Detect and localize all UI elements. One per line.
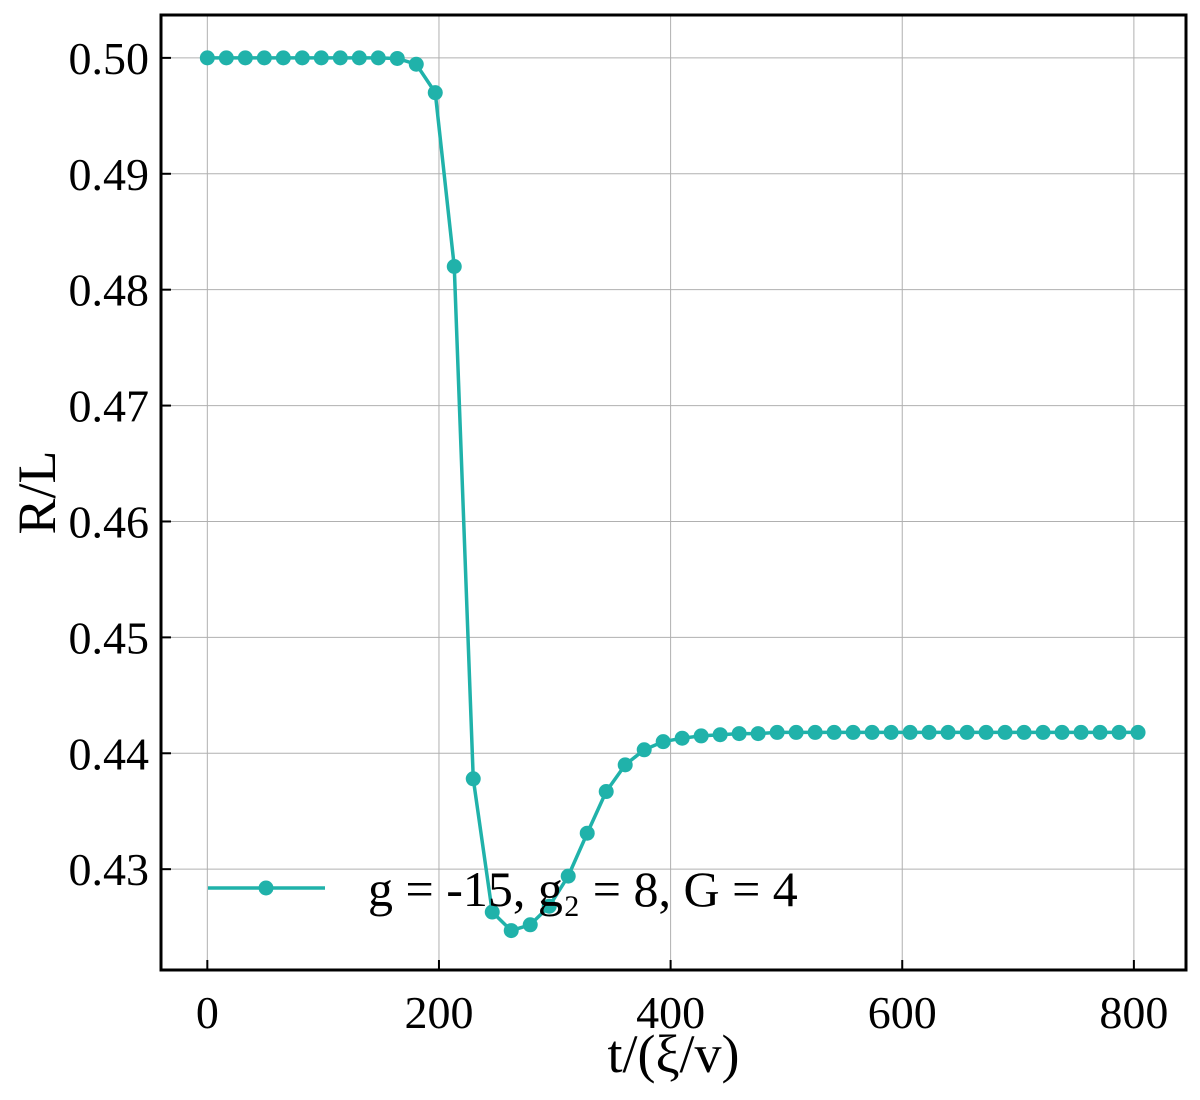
legend-marker	[258, 880, 274, 896]
data-point	[598, 784, 614, 800]
y-tick-label: 0.50	[69, 33, 150, 84]
grid	[161, 15, 1186, 970]
y-tick-label: 0.44	[69, 728, 150, 779]
data-point	[408, 56, 424, 72]
data-point	[940, 724, 956, 740]
data-point	[1092, 724, 1108, 740]
data-point	[256, 50, 272, 66]
data-point	[807, 724, 823, 740]
x-axis-title: t/(ξ/v)	[607, 1024, 739, 1084]
x-tick-label: 0	[196, 987, 219, 1038]
data-point	[1054, 724, 1070, 740]
data-point	[275, 50, 291, 66]
data-point	[769, 724, 785, 740]
data-point	[370, 50, 386, 66]
data-point	[959, 724, 975, 740]
data-point	[883, 724, 899, 740]
data-point	[446, 258, 462, 274]
plot-frame	[159, 13, 1188, 972]
data-point	[503, 923, 519, 939]
data-point	[1111, 724, 1127, 740]
y-tick-label: 0.47	[69, 381, 150, 432]
data-point	[750, 726, 766, 742]
data-point	[332, 50, 348, 66]
x-tick-label: 400	[636, 987, 705, 1038]
data-point	[579, 825, 595, 841]
legend: g = -15, g₂ = 8, G = 4	[208, 861, 798, 917]
data-point	[541, 898, 557, 914]
data-point	[294, 50, 310, 66]
data-point	[617, 757, 633, 773]
data-point	[560, 868, 576, 884]
legend-label: g = -15, g₂ = 8, G = 4	[368, 861, 798, 917]
data-point	[636, 742, 652, 758]
data-point	[522, 917, 538, 933]
y-tick-label: 0.45	[69, 612, 150, 663]
data-point	[902, 724, 918, 740]
data-point	[674, 730, 690, 746]
data-point	[731, 726, 747, 742]
data-point	[788, 724, 804, 740]
data-point	[655, 734, 671, 750]
data-point	[1035, 724, 1051, 740]
series-line	[207, 56, 1139, 933]
y-tick-label: 0.48	[69, 265, 150, 316]
data-point	[826, 724, 842, 740]
data-point	[1073, 724, 1089, 740]
data-point	[389, 50, 405, 66]
data-point	[921, 724, 937, 740]
data-point	[427, 85, 443, 101]
data-point	[712, 727, 728, 743]
y-tick-label: 0.46	[69, 496, 150, 547]
data-point	[199, 50, 215, 66]
y-tick-label: 0.49	[69, 149, 150, 200]
data-point	[484, 904, 500, 920]
y-tick-label: 0.43	[69, 844, 150, 895]
data-point	[693, 728, 709, 744]
data-point	[1016, 724, 1032, 740]
data-point	[997, 724, 1013, 740]
data-point	[351, 50, 367, 66]
data-point	[1130, 724, 1146, 740]
x-tick-label: 600	[868, 987, 937, 1038]
x-tick-label: 200	[404, 987, 473, 1038]
data-point	[978, 724, 994, 740]
data-point	[845, 724, 861, 740]
data-point	[465, 771, 481, 787]
data-point	[237, 50, 253, 66]
data-point	[864, 724, 880, 740]
series-layer	[199, 50, 1146, 939]
y-axis-title: R/L	[7, 450, 67, 534]
data-point	[218, 50, 234, 66]
ticks: 0 200 400 600 800 0.43 0.44 0.45 0.46 0.47 0.48 0.4…	[69, 33, 1169, 1038]
data-point	[313, 50, 329, 66]
x-tick-label: 800	[1099, 987, 1168, 1038]
